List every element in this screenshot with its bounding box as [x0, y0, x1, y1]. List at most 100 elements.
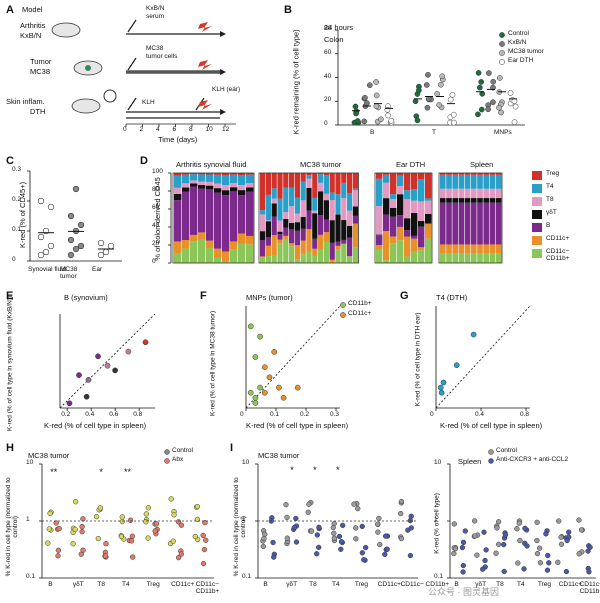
facet-frame: [172, 172, 255, 264]
stacked-bar-segment: [323, 200, 329, 220]
data-point: [77, 221, 85, 229]
stacked-bar-segment: [425, 238, 432, 263]
panel-label-c: C: [6, 155, 14, 167]
data-point: [97, 251, 105, 259]
ytick-label: 10: [242, 459, 250, 466]
stacked-bar-segment: [347, 173, 353, 194]
stacked-bar-segment: [446, 202, 452, 245]
stacked-bar-segment: [174, 187, 182, 194]
panel-a-title: Model: [22, 5, 43, 14]
data-point: [424, 104, 431, 111]
row2-treatment2: tumor cells: [146, 53, 178, 60]
data-point: [363, 544, 369, 551]
stacked-bar-segment: [390, 173, 397, 195]
data-point: [511, 119, 518, 126]
data-point: [305, 509, 311, 515]
row3-name2: DTH: [30, 107, 46, 116]
data-point: [80, 547, 86, 553]
data-point: [79, 523, 85, 530]
stacked-bar-segment: [246, 244, 254, 263]
data-point: [351, 501, 357, 507]
stacked-bar-segment: [174, 241, 182, 254]
data-point: [450, 111, 457, 118]
data-point: [447, 96, 454, 103]
legend-swatch: [164, 449, 170, 455]
stacked-bar-segment: [271, 254, 277, 263]
data-point: [383, 533, 389, 539]
stacked-bar-segment: [495, 253, 502, 263]
stacked-bar-segment: [404, 190, 411, 200]
data-point: [284, 535, 290, 541]
ytick-label: 80: [324, 25, 332, 32]
data-point: [201, 546, 208, 553]
data-point: [376, 515, 382, 522]
data-point: [398, 498, 405, 505]
ytick-label: 1: [26, 516, 30, 523]
data-point: [260, 543, 266, 550]
panel-h-chart: [39, 449, 214, 579]
data-point: [516, 520, 522, 526]
xtick-label: 12: [222, 126, 230, 133]
stacked-bar-segment: [471, 244, 477, 254]
data-point: [102, 553, 109, 559]
data-point: [585, 548, 591, 554]
x-category-label: T4: [332, 581, 340, 588]
legend-label: γδT: [546, 209, 557, 216]
stacked-bar-segment: [404, 230, 411, 237]
stacked-bar-segment: [390, 243, 397, 263]
data-point: [545, 552, 551, 559]
significance-star: **: [50, 467, 58, 477]
data-point: [490, 78, 497, 85]
data-point: [37, 233, 45, 241]
data-point: [247, 323, 254, 330]
stacked-bar-segment: [383, 230, 390, 261]
data-point: [270, 539, 276, 546]
stacked-bar-segment: [238, 243, 246, 263]
data-point: [451, 550, 457, 557]
panel-a-drawing: [51, 19, 236, 127]
stacked-bar-segment: [289, 243, 295, 247]
data-point: [330, 524, 336, 531]
stacked-bar-segment: [347, 210, 353, 226]
x-category-label: T: [432, 129, 436, 136]
legend-swatch: [499, 41, 505, 47]
stacked-bar-segment: [489, 188, 496, 199]
stacked-bar-segment: [312, 213, 318, 239]
stacked-bar-segment: [190, 173, 198, 175]
data-point: [72, 185, 80, 193]
data-point: [496, 75, 503, 81]
stacked-bar-segment: [483, 173, 489, 175]
panel-i-title1: MC38 tumor: [258, 451, 300, 460]
data-point: [576, 551, 582, 557]
stacked-bar-segment: [404, 236, 411, 257]
data-point: [512, 103, 519, 110]
x-category-label: T4: [517, 581, 525, 588]
stacked-bar-segment: [425, 200, 432, 215]
data-point: [316, 544, 322, 551]
data-point: [359, 550, 366, 556]
stacked-bar-segment: [452, 253, 458, 263]
stacked-bar-segment: [238, 190, 246, 196]
x-category-label: γδT: [72, 581, 84, 588]
stacked-bar-segment: [283, 212, 289, 219]
panel-i-legend2: Anti-CXCR3 + anti-CCL2: [496, 456, 569, 463]
stacked-bar-segment: [265, 221, 271, 238]
stacked-bar-segment: [306, 175, 312, 179]
data-point: [338, 538, 345, 545]
data-point: [252, 394, 259, 401]
data-point: [103, 540, 109, 547]
stacked-bar-segment: [425, 198, 432, 201]
x-category-label: CD11c+: [171, 581, 195, 588]
stacked-bar-segment: [341, 239, 347, 244]
data-point: [276, 384, 282, 391]
stacked-bar-segment: [190, 183, 198, 187]
data-point: [481, 529, 487, 535]
stacked-bar-segment: [458, 253, 465, 263]
stacked-bar-segment: [347, 225, 353, 238]
data-point: [331, 535, 338, 541]
stacked-bar-segment: [458, 173, 465, 175]
legend-swatch: [164, 458, 170, 464]
stacked-bar-segment: [206, 185, 214, 190]
legend-swatch: [532, 236, 542, 245]
stacked-bar-segment: [222, 173, 230, 176]
